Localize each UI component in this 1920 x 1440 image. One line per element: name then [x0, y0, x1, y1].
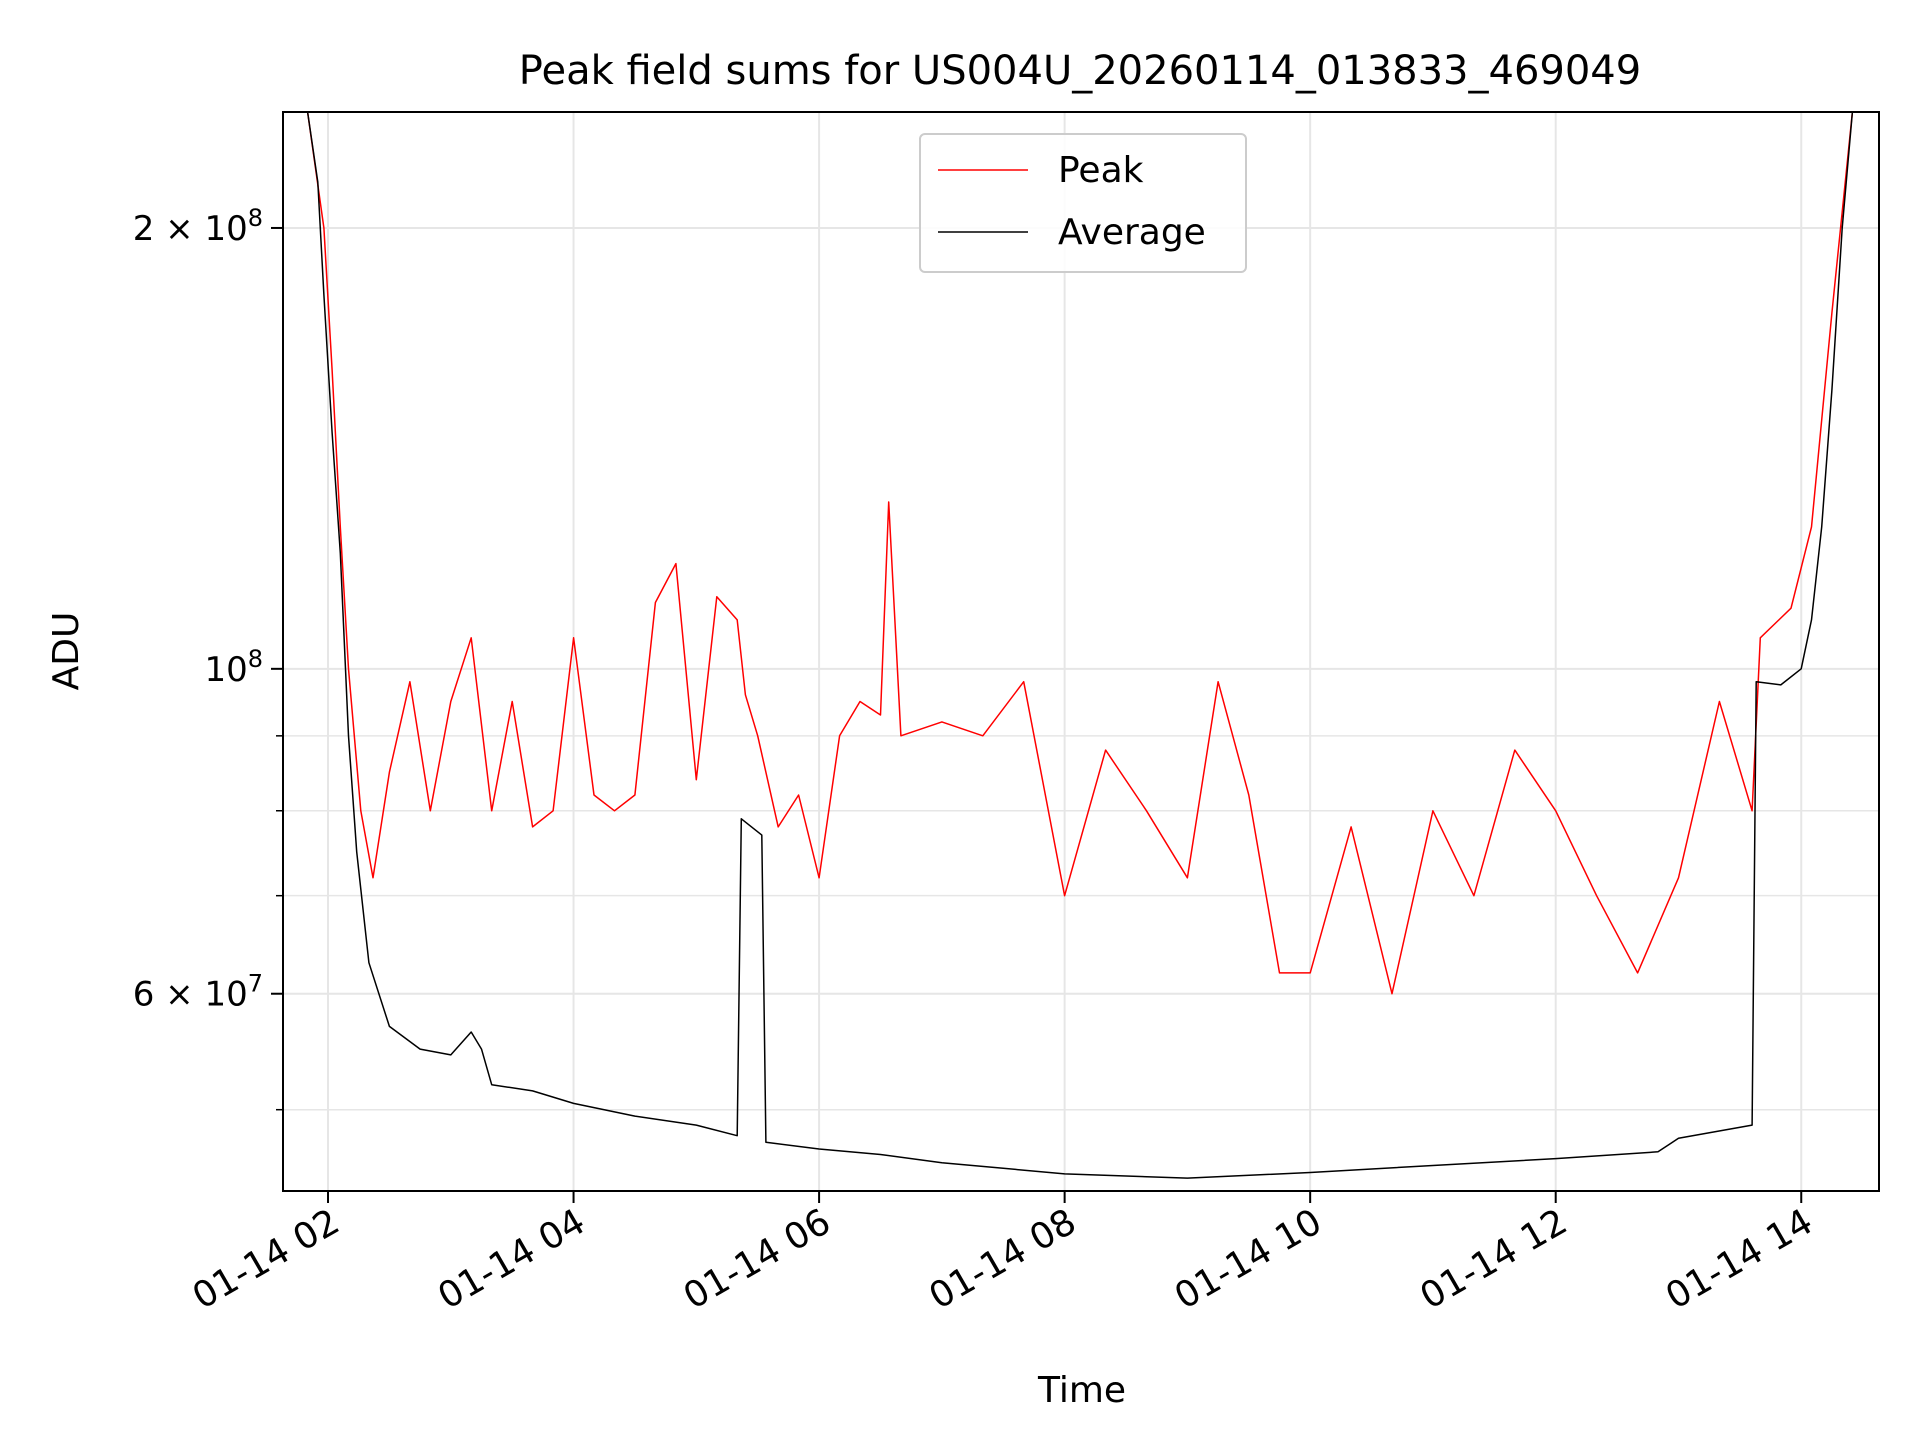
- y-axis-label: ADU: [46, 612, 87, 691]
- y-tick-label: 108: [204, 645, 263, 690]
- y-axis: 6 × 107 108 2 × 108: [133, 204, 283, 1111]
- chart-title: Peak field sums for US004U_20260114_0138…: [519, 48, 1641, 94]
- series-line-average: [306, 111, 1854, 1179]
- y-tick-label: 2 × 108: [133, 204, 263, 249]
- legend: Peak Average: [919, 133, 1247, 273]
- legend-box: [919, 133, 1247, 273]
- plot-frame: [282, 111, 1880, 1192]
- x-axis-label: Time: [1037, 1370, 1126, 1411]
- series-line-peak: [306, 111, 1854, 995]
- legend-label-peak: Peak: [1058, 150, 1144, 191]
- legend-label-average: Average: [1058, 212, 1206, 253]
- series-layer: [306, 111, 1854, 1179]
- y-tick-label: 6 × 107: [133, 970, 263, 1015]
